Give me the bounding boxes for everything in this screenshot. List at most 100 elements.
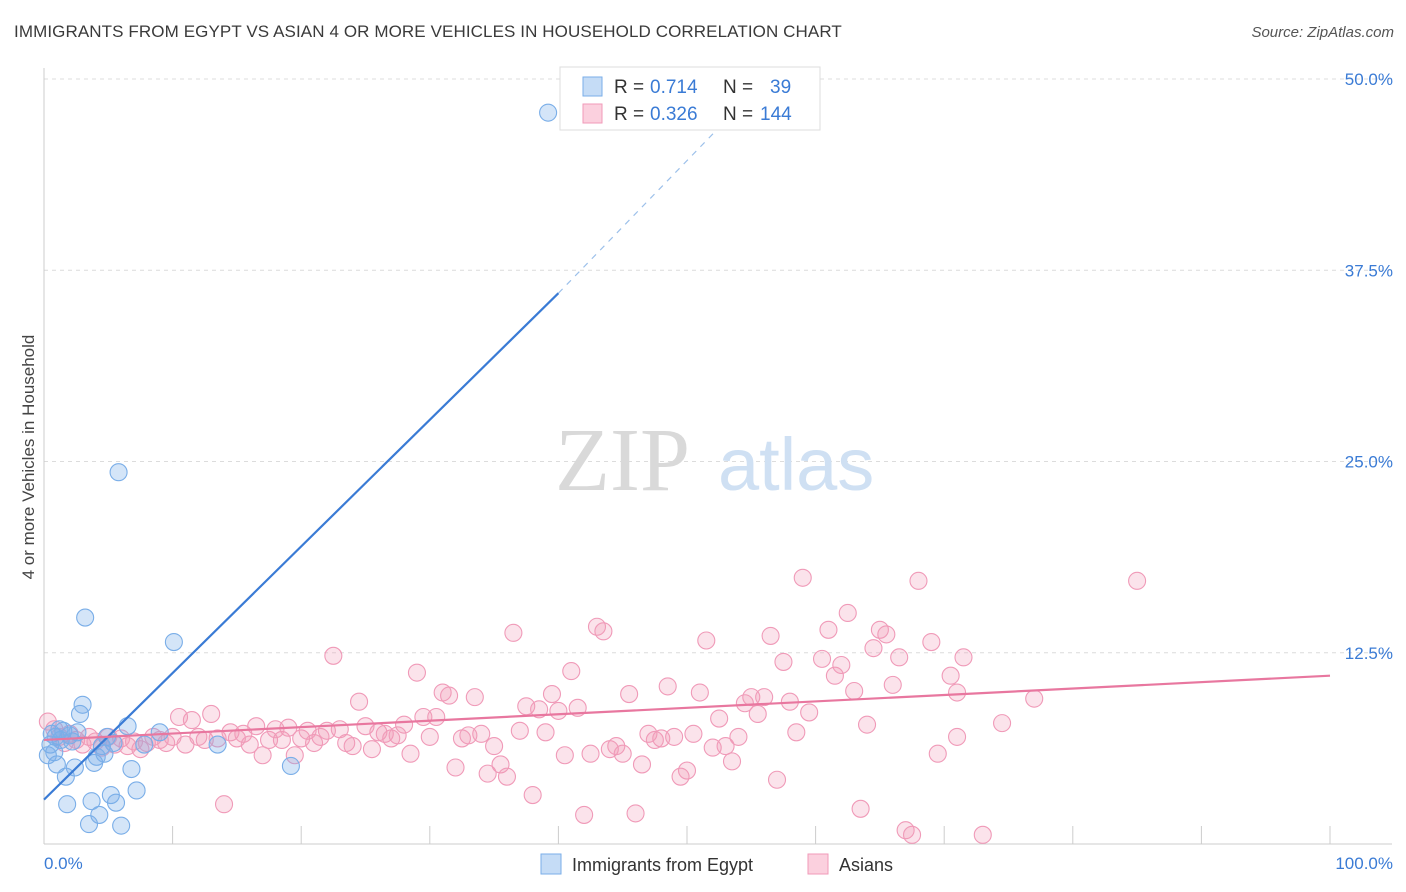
asians-point-125 bbox=[845, 681, 864, 701]
asians-point-118 bbox=[793, 568, 812, 587]
x-tick-label-0: 0.0% bbox=[44, 854, 83, 873]
legend-swatch-egypt bbox=[540, 853, 562, 875]
y-tick-label-1: 25.0% bbox=[1345, 453, 1393, 472]
egypt-point-17 bbox=[76, 608, 95, 627]
asians-point-26 bbox=[202, 704, 221, 724]
asians-point-108 bbox=[729, 727, 748, 746]
asians-point-84 bbox=[575, 805, 594, 824]
egypt-point-37 bbox=[208, 735, 227, 754]
egypt-point-39 bbox=[539, 103, 558, 122]
asians-point-121 bbox=[819, 620, 838, 639]
watermark-atlas: atlas bbox=[718, 423, 874, 506]
watermark-zip: ZIP bbox=[555, 411, 690, 510]
stats-r-value-asians: 0.326 bbox=[650, 104, 698, 125]
asians-point-73 bbox=[504, 623, 523, 642]
egypt-point-16 bbox=[73, 695, 92, 714]
asians-point-33 bbox=[247, 717, 266, 736]
asians-point-77 bbox=[530, 700, 549, 719]
asians-point-90 bbox=[613, 744, 632, 763]
egypt-point-30 bbox=[112, 816, 131, 835]
asians-point-57 bbox=[401, 744, 420, 763]
egypt-point-34 bbox=[135, 735, 154, 754]
asians-point-120 bbox=[812, 649, 832, 668]
asians-point-114 bbox=[767, 770, 787, 789]
asians-point-35 bbox=[259, 730, 279, 750]
axes bbox=[43, 68, 1392, 845]
asians-point-51 bbox=[362, 740, 381, 759]
asians-point-123 bbox=[832, 655, 851, 675]
asians-point-87 bbox=[594, 622, 613, 641]
asians-point-137 bbox=[928, 744, 947, 763]
asians-point-97 bbox=[658, 677, 677, 696]
asians-point-115 bbox=[774, 652, 793, 671]
asians-point-89 bbox=[607, 737, 626, 756]
asians-point-64 bbox=[446, 758, 465, 777]
asians-point-85 bbox=[581, 744, 600, 763]
asians-point-61 bbox=[427, 707, 446, 727]
stats-n-value-asians: 144 bbox=[760, 104, 792, 125]
y-tick-label-2: 37.5% bbox=[1345, 261, 1393, 280]
y-tick-labels: 12.5% 25.0% 37.5% 50.0% bbox=[1345, 70, 1393, 663]
egypt-point-29 bbox=[109, 463, 128, 482]
asians-point-140 bbox=[954, 648, 973, 667]
asians-point-32 bbox=[240, 735, 259, 754]
stats-swatch-egypt bbox=[582, 76, 603, 97]
asians-point-133 bbox=[896, 821, 915, 840]
asians-point-98 bbox=[665, 727, 684, 746]
asians-point-95 bbox=[645, 730, 664, 750]
asians-point-78 bbox=[536, 723, 555, 742]
legend-label-asians: Asians bbox=[839, 855, 893, 875]
asians-point-119 bbox=[800, 703, 819, 722]
asians-point-74 bbox=[510, 721, 529, 740]
asians-point-139 bbox=[948, 683, 967, 702]
asians-point-102 bbox=[690, 683, 709, 702]
asians-point-105 bbox=[710, 709, 729, 728]
asians-point-48 bbox=[343, 737, 362, 756]
asians-point-130 bbox=[877, 625, 896, 644]
egypt-point-10 bbox=[58, 795, 77, 814]
stats-r-label-asians: R = bbox=[614, 104, 644, 125]
asians-point-124 bbox=[838, 603, 857, 623]
asians-point-138 bbox=[941, 666, 960, 685]
asians-trend-line bbox=[43, 674, 1331, 742]
asians-point-117 bbox=[787, 723, 806, 742]
y-tick-label-3: 50.0% bbox=[1345, 70, 1393, 89]
asians-point-72 bbox=[497, 767, 517, 786]
egypt-point-13 bbox=[65, 758, 84, 777]
asians-point-69 bbox=[478, 764, 497, 783]
asians-point-60 bbox=[420, 727, 439, 746]
egypt-point-35 bbox=[150, 723, 169, 742]
egypt-point-27 bbox=[104, 733, 123, 753]
asians-point-126 bbox=[851, 799, 870, 818]
asians-point-49 bbox=[350, 692, 369, 711]
asians-point-92 bbox=[626, 804, 645, 823]
asians-point-82 bbox=[562, 662, 581, 681]
asians-point-67 bbox=[465, 688, 484, 707]
x-tick-label-1: 100.0% bbox=[1335, 854, 1393, 873]
egypt-point-36 bbox=[164, 632, 183, 652]
grid-lines bbox=[44, 78, 1392, 654]
asians-point-91 bbox=[620, 685, 639, 704]
asians-point-101 bbox=[684, 724, 703, 743]
asians-point-122 bbox=[825, 666, 844, 685]
asians-point-141 bbox=[948, 727, 967, 746]
asians-point-23 bbox=[182, 711, 201, 730]
egypt-point-31 bbox=[118, 717, 137, 736]
asians-point-144 bbox=[1025, 689, 1044, 708]
egypt-point-22 bbox=[90, 805, 109, 824]
stats-box: R = 0.714 N = 39 R = 0.326 N = 144 bbox=[559, 66, 821, 131]
legend-label-egypt: Immigrants from Egypt bbox=[572, 855, 753, 875]
y-axis-label: 4 or more Vehicles in Household bbox=[19, 335, 38, 580]
egypt-point-28 bbox=[106, 793, 126, 812]
asians-point-63 bbox=[440, 686, 459, 705]
egypt-point-18 bbox=[79, 815, 99, 834]
asians-point-39 bbox=[285, 746, 304, 765]
stats-r-label-egypt: R = bbox=[614, 77, 644, 98]
asians-point-106 bbox=[716, 737, 735, 756]
egypt-points bbox=[38, 103, 558, 835]
asians-point-129 bbox=[870, 620, 889, 639]
asians-point-107 bbox=[722, 752, 742, 771]
asians-point-145 bbox=[1128, 571, 1147, 590]
egypt-point-32 bbox=[122, 759, 141, 779]
asians-point-76 bbox=[523, 785, 542, 805]
